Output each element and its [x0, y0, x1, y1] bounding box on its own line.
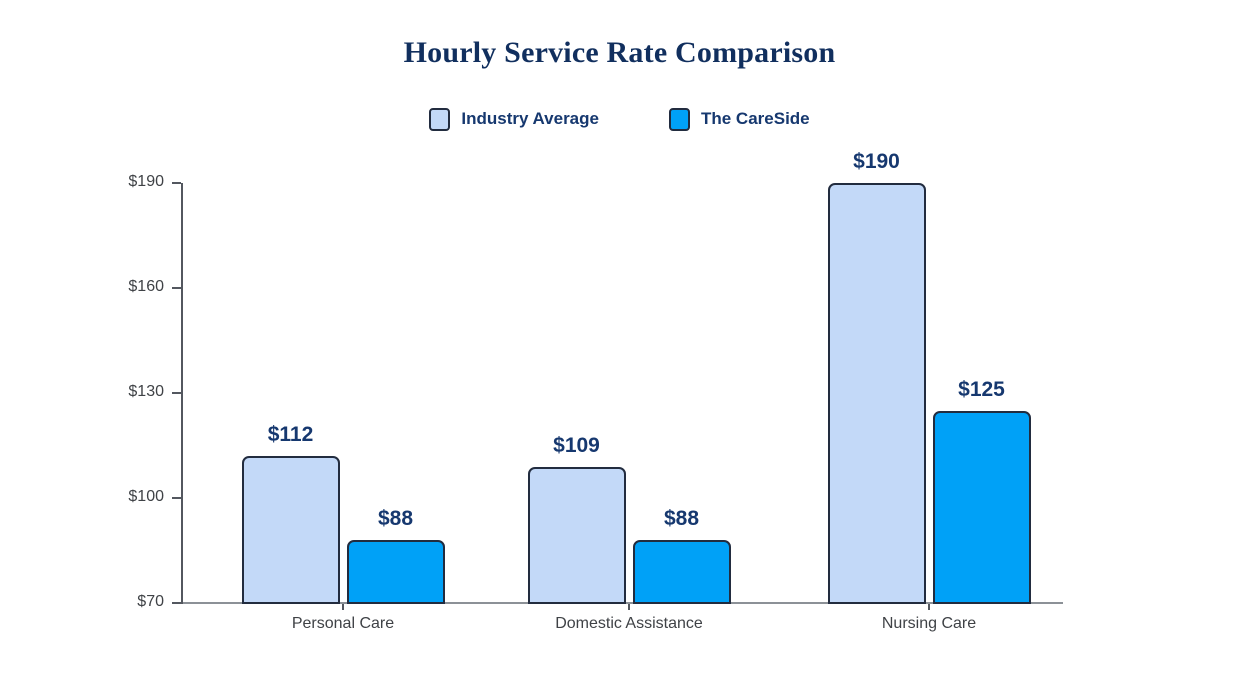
- y-axis-tick-label: $160: [128, 278, 164, 295]
- y-axis-tick: [172, 392, 181, 394]
- bar-the-careside-domestic-assistance[interactable]: [632, 540, 731, 604]
- category-label: Personal Care: [291, 615, 395, 632]
- bar-value-label: $190: [853, 150, 900, 173]
- bar-value-label: $112: [267, 423, 314, 446]
- legend-item-the-careside[interactable]: The CareSide: [668, 107, 810, 131]
- bar-industry-average-domestic-assistance[interactable]: [527, 466, 626, 604]
- legend-item-industry-average[interactable]: Industry Average: [429, 107, 599, 131]
- y-axis-tick-label: $100: [128, 488, 164, 505]
- bar-the-careside-personal-care[interactable]: [346, 540, 445, 604]
- industry-average-swatch-icon: [429, 107, 451, 131]
- category-label: Nursing Care: [881, 615, 977, 632]
- y-axis-tick: [172, 287, 181, 289]
- legend-label-industry-average: Industry Average: [461, 109, 599, 128]
- bar-value-label: $125: [958, 377, 1005, 401]
- bar-industry-average-personal-care[interactable]: [241, 456, 340, 604]
- bar-the-careside-nursing-care[interactable]: [932, 410, 1031, 604]
- category-label: Domestic Assistance: [555, 615, 703, 632]
- y-axis-tick: [172, 182, 181, 184]
- x-axis-tick: [928, 604, 930, 610]
- bar-value-label: $109: [553, 433, 600, 457]
- y-axis-tick-label: $190: [128, 173, 164, 190]
- chart-title: Hourly Service Rate Comparison: [403, 36, 836, 69]
- y-axis-tick-label: $130: [128, 383, 164, 400]
- x-axis-tick: [342, 604, 344, 610]
- y-axis-tick-label: $70: [137, 593, 164, 610]
- bar-value-label: $88: [377, 507, 414, 530]
- the-careside-swatch-icon: [668, 107, 690, 131]
- y-axis-tick: [172, 602, 181, 604]
- y-axis-tick: [172, 497, 181, 499]
- legend-label-the-careside: The CareSide: [700, 109, 810, 128]
- bar-value-label: $88: [663, 507, 700, 530]
- x-axis-tick: [628, 604, 630, 610]
- bar-industry-average-nursing-care[interactable]: [827, 183, 926, 604]
- legend: Industry Average The CareSide: [0, 104, 1239, 134]
- y-axis-line: [181, 183, 183, 604]
